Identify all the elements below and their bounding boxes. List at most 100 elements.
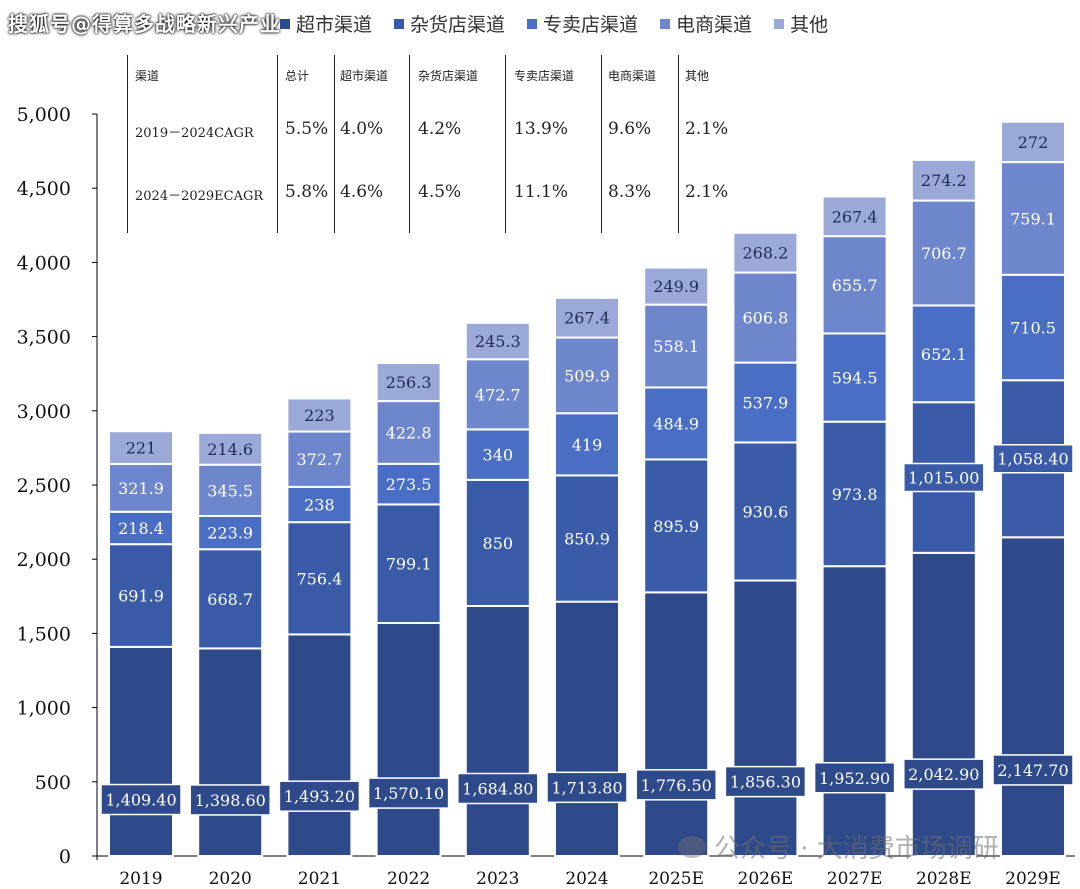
- data-label: 895.9: [653, 517, 699, 536]
- data-label-box: [367, 777, 450, 809]
- legend-item-supermarket: 超市渠道: [280, 10, 372, 37]
- bar-segment: [1000, 161, 1066, 276]
- legend-label: 超市渠道: [296, 14, 373, 36]
- bar-segment: [732, 271, 799, 364]
- data-label: 274.2: [921, 171, 967, 190]
- table-header: 杂货店渠道: [418, 69, 479, 83]
- data-label: 509.9: [564, 366, 610, 385]
- legend: 超市渠道 杂货店渠道 专卖店渠道 电商渠道 其他: [280, 10, 828, 37]
- y-tick-label: 4,500: [17, 178, 71, 200]
- legend-item-grocery: 杂货店渠道: [394, 10, 505, 37]
- data-label: 1,015.00: [908, 469, 979, 488]
- watermark-bottom: 公众号 · 大消费市场调研: [678, 828, 999, 865]
- data-label: 558.1: [653, 337, 699, 356]
- legend-swatch: [660, 18, 671, 29]
- bar-segment: [108, 645, 174, 857]
- data-label: 537.9: [742, 394, 788, 413]
- x-tick-label: 2022: [387, 869, 430, 889]
- table-cell: 2024－2029ECAGR: [135, 189, 264, 204]
- table-header: 其他: [685, 69, 710, 83]
- table-cell: 2.1%: [685, 182, 729, 202]
- table-cell: 2.1%: [685, 119, 729, 139]
- legend-item-other: 其他: [774, 10, 828, 37]
- data-label-box: [278, 780, 361, 812]
- table-divider: [678, 55, 679, 233]
- data-label: 249.9: [653, 277, 699, 296]
- legend-label: 专卖店渠道: [543, 14, 639, 36]
- bar-segment: [375, 462, 442, 506]
- bar-segment: [732, 231, 799, 274]
- y-tick-label: 1,500: [17, 623, 71, 645]
- table-cell: 11.1%: [514, 182, 569, 202]
- bar-segment: [821, 420, 888, 568]
- data-label: 930.6: [742, 502, 788, 521]
- x-tick-label: 2020: [209, 869, 252, 889]
- bar-segment: [732, 361, 799, 444]
- data-label: 345.5: [207, 481, 253, 500]
- legend-label: 其他: [790, 14, 829, 36]
- data-label-box: [189, 784, 271, 816]
- bar-segment: [1000, 536, 1066, 857]
- data-label: 850.9: [564, 530, 610, 549]
- data-label: 1,713.80: [551, 778, 622, 797]
- data-label: 606.8: [742, 309, 788, 328]
- bar-segment: [821, 235, 888, 335]
- y-tick-label: 2,000: [17, 549, 71, 571]
- bar-segment: [732, 579, 799, 857]
- bar-segment: [375, 621, 442, 857]
- data-label: 652.1: [921, 345, 967, 364]
- data-label-box: [635, 769, 717, 801]
- data-label: 340: [483, 446, 514, 465]
- bar-segment: [197, 548, 264, 650]
- bar-segment: [910, 551, 977, 857]
- table-cell: 13.9%: [514, 119, 569, 139]
- x-tick-label: 2026E: [738, 869, 794, 889]
- x-tick-label: 2019: [119, 869, 162, 889]
- y-tick-label: 4,000: [17, 252, 71, 274]
- data-label-box: [457, 772, 539, 805]
- data-label: 272: [1018, 133, 1049, 152]
- bar-segment: [464, 478, 531, 607]
- bar-segment: [108, 510, 174, 546]
- bar-segment: [554, 296, 620, 339]
- table-cell: 8.3%: [608, 182, 652, 202]
- watermark-bottom-text: 公众号 · 大消费市场调研: [714, 834, 999, 864]
- bar-segment: [554, 600, 620, 857]
- table-header: 电商渠道: [608, 69, 657, 83]
- bar-segment: [910, 158, 977, 202]
- data-label: 594.5: [832, 369, 878, 388]
- bar-segment: [643, 591, 710, 857]
- data-label: 655.7: [832, 276, 878, 295]
- bar-segment: [375, 400, 442, 465]
- data-label: 799.1: [386, 555, 432, 574]
- data-label-box: [724, 765, 807, 798]
- table-header: 超市渠道: [340, 69, 389, 83]
- bar-segment: [643, 458, 710, 594]
- bar-segment: [197, 431, 264, 466]
- x-tick-label: 2024: [565, 869, 608, 889]
- bar-segment: [286, 633, 353, 857]
- legend-swatch: [280, 18, 290, 29]
- data-label: 422.8: [386, 423, 432, 442]
- data-label: 1,409.40: [105, 791, 176, 810]
- data-label-box: [992, 443, 1074, 474]
- data-label: 267.4: [564, 309, 610, 328]
- bar-segment: [1000, 120, 1066, 164]
- legend-item-specialty: 专卖店渠道: [527, 10, 638, 37]
- y-tick-label: 3,000: [17, 401, 71, 423]
- x-tick-label: 2029E: [1005, 869, 1061, 889]
- y-tick-label: 2,500: [17, 475, 71, 497]
- bar-segment: [554, 412, 620, 477]
- data-label-box: [100, 783, 182, 816]
- data-label: 1,684.80: [462, 779, 533, 798]
- data-label: 1,570.10: [373, 784, 444, 803]
- data-label: 2,042.90: [908, 765, 979, 784]
- data-label-box: [992, 754, 1074, 786]
- data-label: 268.2: [742, 244, 788, 263]
- data-label: 238: [304, 495, 335, 514]
- data-label: 1,058.40: [997, 450, 1068, 469]
- data-label: 1,856.30: [730, 773, 801, 792]
- data-label: 706.7: [921, 244, 967, 263]
- legend-swatch: [394, 18, 405, 29]
- data-label: 472.7: [475, 385, 521, 404]
